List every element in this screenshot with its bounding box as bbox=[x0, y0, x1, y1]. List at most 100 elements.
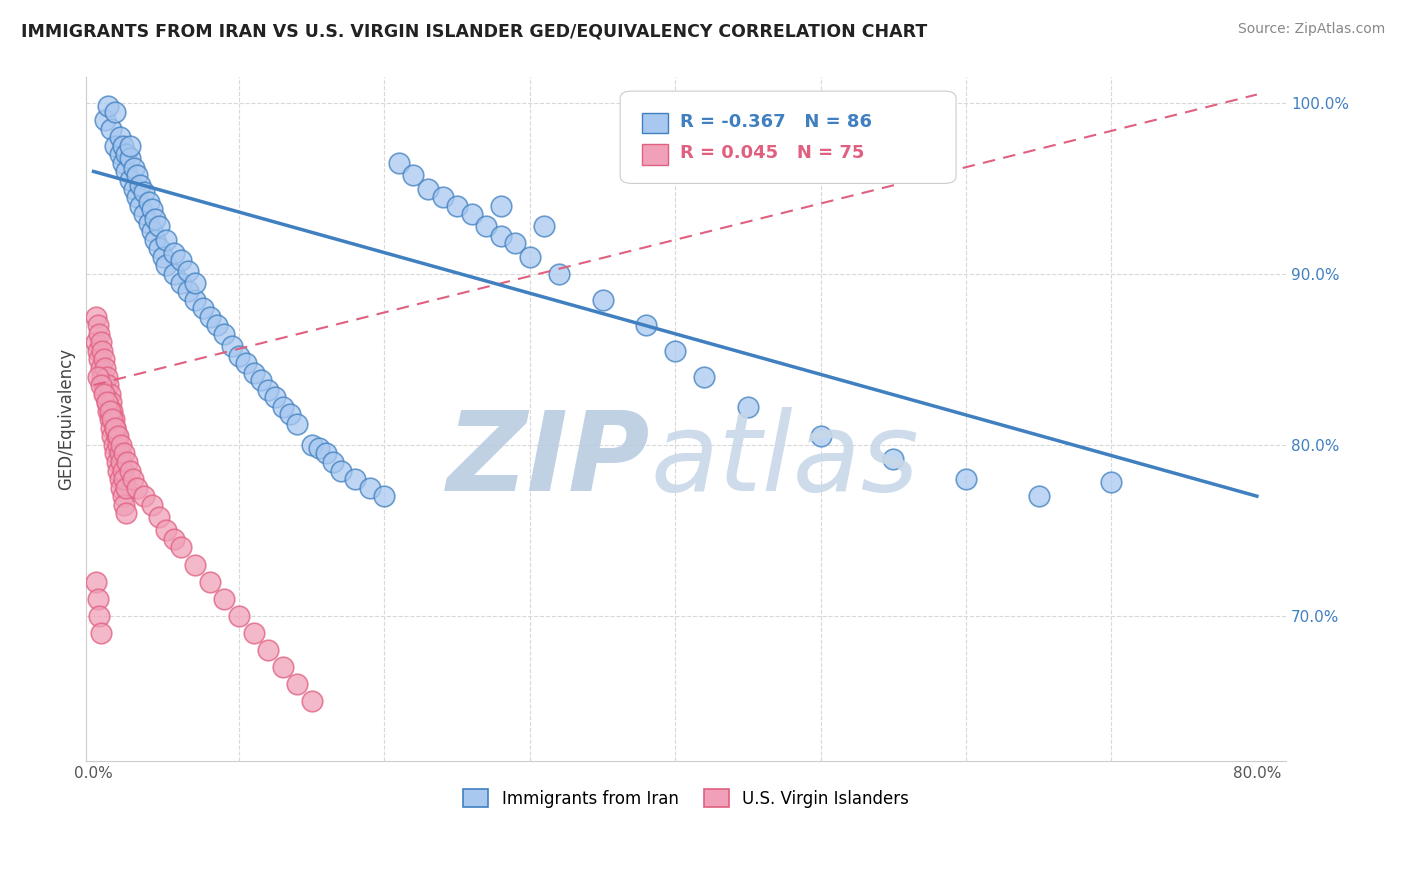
Point bbox=[101, 412, 124, 426]
Point bbox=[112, 472, 135, 486]
Point bbox=[460, 207, 482, 221]
Point bbox=[118, 173, 141, 187]
Point bbox=[221, 339, 243, 353]
Point bbox=[184, 276, 207, 290]
Point bbox=[155, 233, 177, 247]
Point bbox=[93, 378, 115, 392]
Point bbox=[373, 489, 395, 503]
Point bbox=[90, 335, 112, 350]
Point bbox=[214, 591, 236, 606]
Point bbox=[98, 412, 121, 426]
Point bbox=[100, 121, 122, 136]
Point bbox=[110, 455, 132, 469]
Point bbox=[138, 195, 160, 210]
Point bbox=[141, 498, 163, 512]
Point bbox=[198, 574, 221, 589]
Point bbox=[114, 506, 136, 520]
Point bbox=[810, 429, 832, 443]
Point bbox=[127, 168, 149, 182]
Point bbox=[446, 199, 468, 213]
Point bbox=[111, 489, 134, 503]
Point bbox=[124, 181, 146, 195]
Point bbox=[191, 301, 214, 315]
Point bbox=[177, 284, 200, 298]
Point bbox=[87, 591, 110, 606]
Point bbox=[90, 626, 112, 640]
Point bbox=[104, 446, 127, 460]
Point bbox=[127, 190, 149, 204]
Point bbox=[114, 164, 136, 178]
Point bbox=[98, 386, 121, 401]
Point bbox=[162, 532, 184, 546]
Point bbox=[108, 130, 131, 145]
Point bbox=[118, 138, 141, 153]
Point bbox=[489, 199, 512, 213]
Point bbox=[98, 403, 121, 417]
Point bbox=[138, 216, 160, 230]
Point bbox=[143, 212, 166, 227]
Point bbox=[103, 438, 125, 452]
Point bbox=[242, 366, 264, 380]
Point bbox=[322, 455, 344, 469]
Point bbox=[664, 343, 686, 358]
Point bbox=[152, 250, 174, 264]
Point bbox=[108, 147, 131, 161]
Point bbox=[636, 318, 658, 333]
Point bbox=[155, 524, 177, 538]
FancyBboxPatch shape bbox=[641, 113, 668, 134]
Text: atlas: atlas bbox=[650, 407, 918, 514]
Point bbox=[111, 156, 134, 170]
Point bbox=[148, 241, 170, 255]
Point bbox=[388, 156, 411, 170]
Text: IMMIGRANTS FROM IRAN VS U.S. VIRGIN ISLANDER GED/EQUIVALENCY CORRELATION CHART: IMMIGRANTS FROM IRAN VS U.S. VIRGIN ISLA… bbox=[21, 22, 928, 40]
Point bbox=[533, 219, 555, 234]
Point bbox=[402, 168, 425, 182]
Point bbox=[148, 509, 170, 524]
Point bbox=[87, 318, 110, 333]
Point bbox=[86, 335, 108, 350]
Point bbox=[96, 395, 118, 409]
Point bbox=[285, 417, 308, 432]
Point bbox=[548, 267, 571, 281]
Point bbox=[228, 349, 250, 363]
Point bbox=[112, 446, 135, 460]
Point bbox=[89, 326, 111, 341]
Point bbox=[90, 361, 112, 376]
Point bbox=[114, 147, 136, 161]
Point bbox=[519, 250, 541, 264]
Point bbox=[592, 293, 614, 307]
Point bbox=[121, 472, 143, 486]
Point bbox=[96, 369, 118, 384]
Point bbox=[101, 403, 124, 417]
Point bbox=[118, 151, 141, 165]
Point bbox=[344, 472, 367, 486]
Point bbox=[285, 677, 308, 691]
Point bbox=[141, 202, 163, 216]
Point bbox=[101, 429, 124, 443]
Point bbox=[177, 263, 200, 277]
Point bbox=[100, 421, 122, 435]
Point bbox=[110, 438, 132, 452]
Point bbox=[100, 395, 122, 409]
Point bbox=[105, 429, 128, 443]
Text: R = 0.045   N = 75: R = 0.045 N = 75 bbox=[681, 145, 865, 162]
Point bbox=[104, 421, 127, 435]
Point bbox=[107, 438, 129, 452]
FancyBboxPatch shape bbox=[620, 91, 956, 184]
Point bbox=[89, 352, 111, 367]
Point bbox=[308, 442, 330, 456]
Point bbox=[737, 401, 759, 415]
Point bbox=[148, 219, 170, 234]
Point bbox=[134, 489, 156, 503]
Point bbox=[198, 310, 221, 324]
Point bbox=[118, 464, 141, 478]
Point bbox=[882, 451, 904, 466]
Point bbox=[129, 178, 152, 193]
Point bbox=[205, 318, 228, 333]
Point bbox=[955, 472, 977, 486]
Point bbox=[271, 660, 294, 674]
Point bbox=[94, 386, 117, 401]
Point bbox=[115, 455, 138, 469]
Point bbox=[105, 455, 128, 469]
Point bbox=[170, 541, 193, 555]
